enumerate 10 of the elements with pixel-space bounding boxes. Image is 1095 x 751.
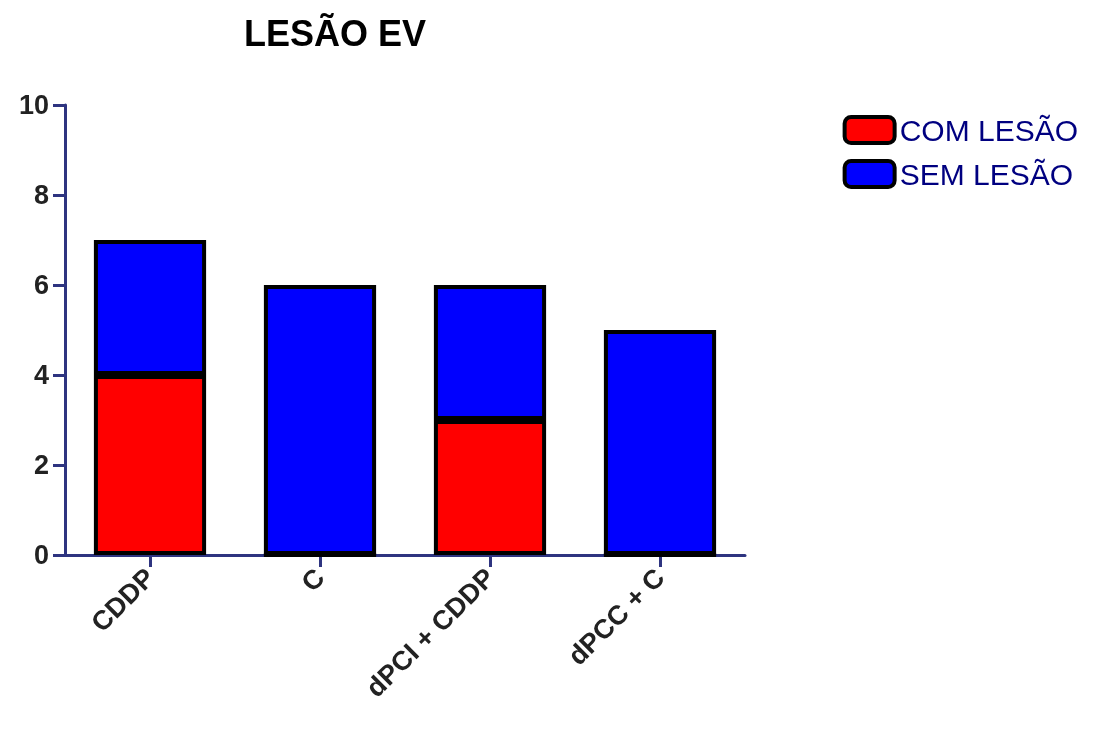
y-tick-label: 8 [33,180,49,210]
y-tick-label: 4 [33,360,49,390]
y-tick-label: 10 [18,90,49,120]
chart-title: LESÃO EV [243,11,427,54]
legend-label: SEM LESÃO [899,157,1074,191]
y-tick-label: 2 [33,450,49,480]
x-tick-label: C [295,562,331,598]
y-tick-label: 6 [33,270,49,300]
y-tick-label: 0 [33,540,49,570]
legend-label: COM LESÃO [899,113,1078,147]
